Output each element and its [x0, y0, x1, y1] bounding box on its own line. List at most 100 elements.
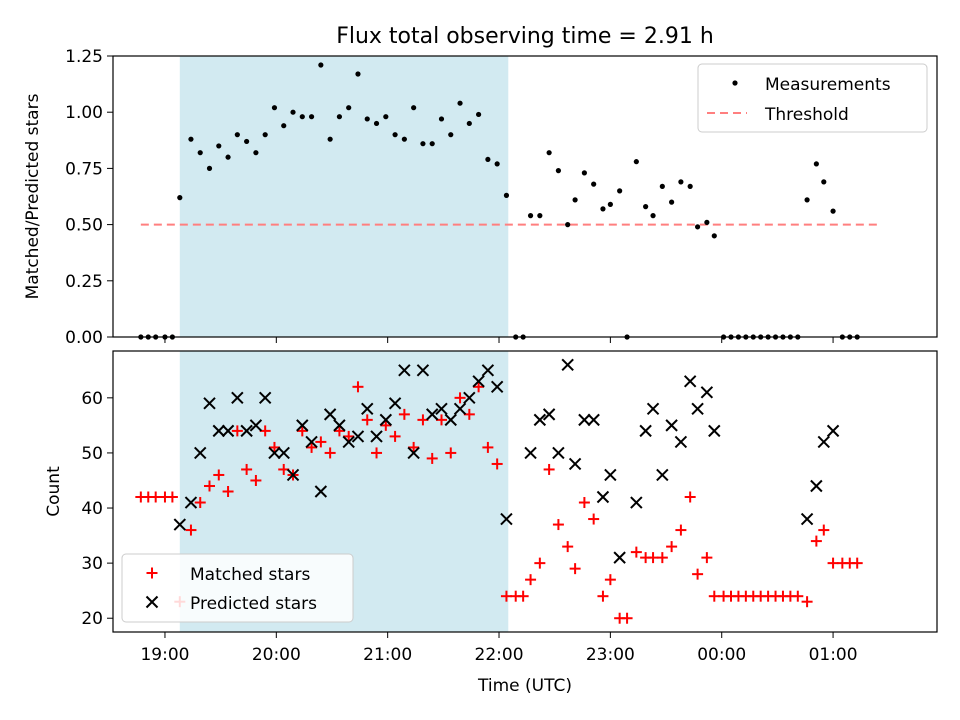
matched-star-point	[231, 425, 243, 437]
bottom-legend: Matched stars Predicted stars	[121, 553, 354, 623]
matched-star-point	[701, 552, 713, 564]
predicted-star-point	[639, 424, 652, 438]
matched-star-point	[818, 524, 830, 536]
matched-star-point	[398, 408, 410, 420]
matched-star-point	[491, 458, 503, 470]
predicted-star-point	[500, 512, 513, 526]
x-axis-label: Time (UTC)	[477, 676, 572, 696]
matched-star-point	[604, 574, 616, 586]
matched-star-point	[222, 486, 234, 497]
measurement-point	[694, 224, 701, 230]
matched-star-point	[435, 414, 447, 426]
measurement-point	[650, 213, 656, 219]
x-tick-label: 21:00	[363, 645, 412, 665]
matched-star-point	[324, 447, 336, 459]
x-tick-label: 20:00	[252, 645, 301, 665]
matched-star-point	[801, 596, 813, 608]
top-y-tick-label: 0.00	[65, 328, 103, 348]
measurement-point	[411, 105, 417, 111]
bottom-panel: 20 30 40 50 60 19:00 20:00 21:00 22:00 23:00 00:00…	[44, 350, 938, 696]
measurement-point	[392, 132, 398, 138]
matched-star-point	[454, 392, 466, 404]
measurement-point	[711, 233, 717, 239]
top-y-tick-label: 1.25	[65, 47, 103, 67]
bottom-axes: 20 30 40 50 60 19:00 20:00 21:00 22:00 23:00 00:00…	[81, 389, 857, 665]
matched-star-point	[150, 491, 162, 503]
matched-star-point	[371, 447, 383, 459]
predicted-star-point	[646, 402, 660, 416]
predicted-star-point	[194, 446, 207, 460]
bottom-axes-frame	[112, 350, 938, 633]
predicted-star-point	[552, 446, 565, 460]
measurement-point	[821, 179, 827, 185]
measurement-point	[177, 195, 183, 201]
matched-star-point	[562, 541, 574, 553]
top-shaded-interval	[179, 56, 509, 337]
measurement-point	[678, 179, 684, 185]
predicted-star-point	[800, 512, 814, 526]
predicted-star-point	[656, 468, 669, 482]
predicted-star-point	[258, 391, 272, 405]
predicted-star-point	[184, 496, 198, 509]
predicted-star-point	[221, 424, 235, 438]
measurement-point	[401, 136, 407, 142]
top-y-tick-label: 0.25	[65, 272, 103, 292]
measurement-point	[687, 183, 693, 189]
matched-star-point	[250, 474, 262, 486]
measurement-point	[253, 150, 259, 156]
matched-star-point	[810, 535, 822, 547]
top-panel: 0.00 0.25 0.50 0.75 1.00 1.25 Matched/Predict…	[23, 47, 938, 348]
x-tick-label: 00:00	[697, 645, 746, 665]
matched-star-point	[534, 557, 546, 569]
measurement-point	[572, 197, 578, 203]
predicted-star-point	[231, 391, 244, 405]
measurement-point	[503, 192, 510, 198]
measurement-point	[281, 123, 287, 129]
measurement-point	[234, 132, 240, 138]
x-tick-label: 19:00	[140, 645, 189, 665]
predicted-star-point	[323, 408, 337, 421]
matched-star-point	[630, 546, 642, 558]
predicted-star-point	[416, 364, 430, 377]
matched-star-point	[552, 519, 564, 531]
predicted-star-point	[268, 446, 281, 460]
measurement-point	[565, 222, 571, 228]
predicted-star-point	[826, 424, 840, 438]
matched-star-point	[666, 541, 678, 553]
matched-star-point	[315, 436, 327, 448]
measurement-point	[318, 62, 324, 68]
predicted-star-point	[708, 424, 721, 438]
top-legend: Measurements Threshold	[697, 63, 928, 133]
legend-predicted-label: Predicted stars	[190, 594, 317, 614]
bottom-legend-box	[121, 553, 354, 623]
bottom-y-tick-label: 40	[81, 499, 103, 519]
measurement-point	[804, 197, 810, 203]
predicted-star-point	[444, 413, 457, 427]
matched-star-point	[408, 441, 420, 453]
measurement-point	[476, 111, 482, 118]
measurement-point	[364, 116, 370, 122]
predicted-star-point	[481, 364, 495, 377]
top-y-axis-label: Matched/Predicted stars	[23, 93, 43, 299]
x-tick-label: 22:00	[475, 645, 524, 665]
predicted-star-point	[490, 380, 504, 394]
top-y-tick-label: 0.50	[65, 216, 103, 236]
matched-star-point	[380, 419, 392, 431]
matched-star-point	[692, 568, 704, 580]
predicted-star-point	[810, 479, 823, 493]
predicted-star-point	[426, 408, 439, 421]
predicted-star-point	[453, 402, 467, 416]
measurement-point	[327, 136, 333, 142]
matched-star-point	[525, 574, 537, 586]
measurement-point	[659, 183, 665, 189]
matched-star-point	[259, 425, 271, 437]
matched-star-point	[306, 441, 318, 453]
measurement-point	[290, 109, 296, 115]
matched-star-point	[241, 463, 253, 475]
predicted-star-point	[305, 435, 318, 449]
measurement-point	[346, 105, 352, 111]
legend-threshold-label: Threshold	[764, 105, 849, 125]
predicted-star-point	[173, 518, 187, 531]
predicted-star-point	[463, 391, 476, 405]
